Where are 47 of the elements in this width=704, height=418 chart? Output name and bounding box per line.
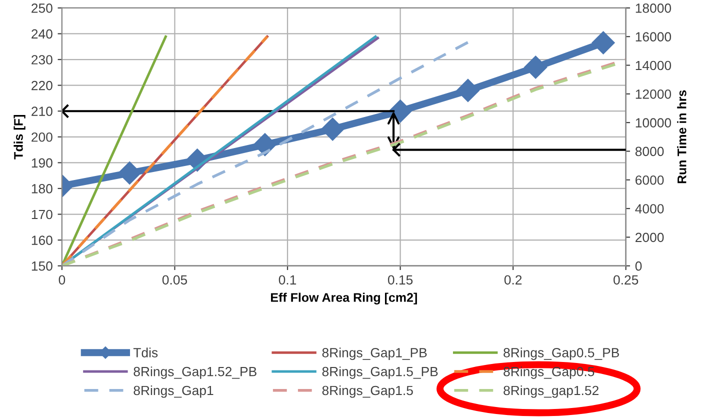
y-tick-label: 200 [32, 132, 52, 142]
x-tick-label: 0 [58, 275, 66, 285]
point [388, 100, 412, 123]
x-axis-title: Eff Flow Area Ring [cm2] [271, 292, 417, 304]
y-tick-label: 180 [32, 184, 52, 194]
y-tick-label: 150 [32, 261, 52, 271]
legend-label: 8Rings_Gap1_PB [322, 348, 427, 360]
y2-tick-label: 12000 [636, 89, 672, 99]
point [524, 56, 548, 79]
legend-label: 8Rings_Gap1.5 [322, 385, 413, 398]
y2-axis-title: Run Time in hrs [677, 90, 686, 184]
legend-label: 8Rings_gap1.52 [504, 385, 598, 398]
y2-tick-label: 6000 [636, 175, 664, 185]
y2-tick-label: 0 [635, 261, 642, 271]
point [321, 118, 344, 141]
y-tick-label: 210 [32, 106, 52, 116]
x-tick-label: 0.2 [504, 275, 522, 285]
legend-label: Tdis [133, 348, 158, 358]
y2-tick-label: 4000 [635, 204, 664, 214]
y-tick-label: 190 [32, 158, 52, 168]
y2-tick-label: 10000 [636, 118, 672, 128]
y-tick-label: 220 [32, 80, 52, 90]
legend-label: 8Rings_Gap1 [134, 385, 214, 398]
y2-tick-label: 16000 [636, 32, 672, 42]
point [592, 31, 615, 54]
y-tick-label: 250 [32, 4, 52, 13]
line-series [62, 40, 470, 266]
y-tick-label: 230 [32, 55, 52, 64]
y2-tick-label: 2000 [636, 232, 664, 242]
y-tick-label: 240 [32, 29, 52, 39]
legend-label: 8Rings_Gap1.5_PB [322, 366, 438, 379]
point [253, 133, 276, 156]
legend-label: 8Rings_Gap1.52_PB [134, 366, 256, 379]
legend-label: 8Rings_Gap0.5_PB [504, 348, 619, 360]
x-tick-label: 0.25 [614, 275, 638, 285]
x-tick-label: 0.05 [162, 275, 188, 285]
y2-tick-label: 18000 [636, 4, 672, 13]
y-axis-title: Tdis [F] [14, 115, 26, 160]
y2-tick-label: 8000 [635, 146, 664, 156]
x-tick-label: 0.15 [388, 275, 413, 285]
x-tick-label: 0.1 [278, 275, 296, 285]
y-tick-label: 160 [32, 236, 52, 245]
y-tick-label: 170 [32, 210, 52, 220]
point [118, 162, 142, 184]
legend-label: 8Rings_Gap0.5 [504, 366, 594, 379]
point [456, 78, 480, 102]
y2-tick-label: 14000 [636, 60, 672, 70]
